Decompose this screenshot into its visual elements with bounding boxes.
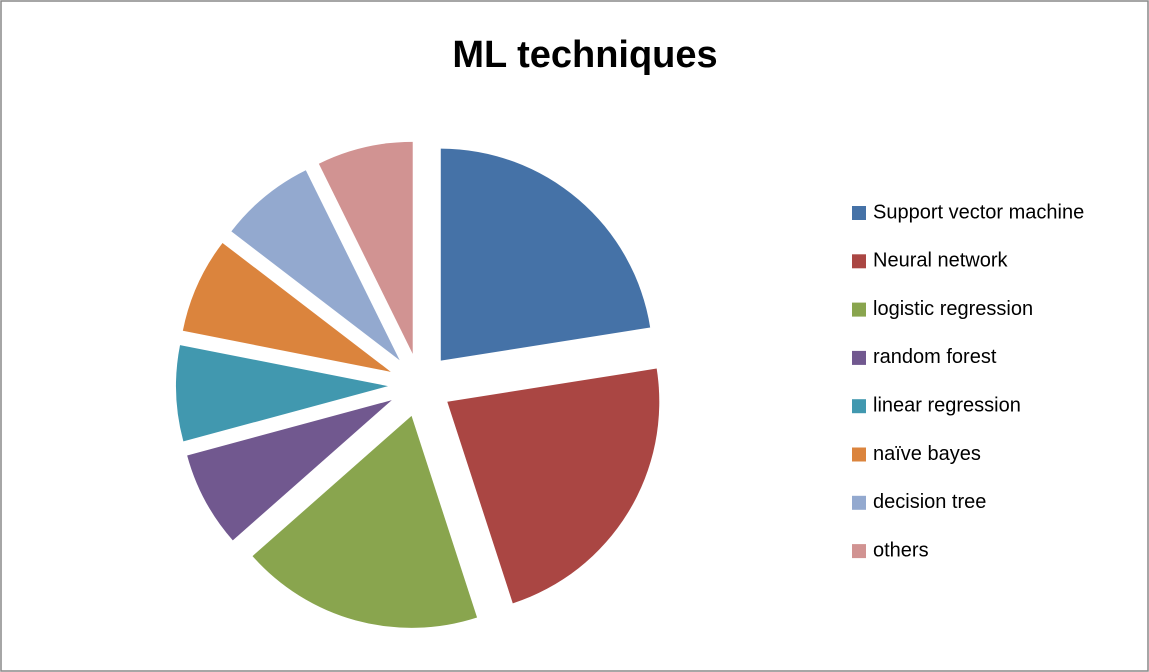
legend-label: others [873,539,929,561]
chart-title: ML techniques [452,34,717,76]
legend-swatch [852,254,866,269]
pie-slice [187,400,392,541]
legend-label: linear regression [873,394,1021,416]
legend-swatch [852,399,866,414]
legend-swatch [852,495,866,510]
pie-slice [231,170,400,361]
legend-swatch [852,302,866,317]
legend-label: random forest [873,346,997,368]
pie-slice [447,368,660,604]
legend-swatch [852,447,866,462]
legend-swatch [852,350,866,365]
legend-label: Neural network [873,250,1009,272]
legend-label: Support vector machine [873,201,1084,223]
pie-slice [318,141,413,354]
legend-label: logistic regression [873,298,1033,320]
pie-slice [440,148,651,361]
legend-label: decision tree [873,491,986,513]
pie-slice [182,242,391,372]
legend-label: naïve bayes [873,443,981,465]
pie-slice [252,415,478,628]
legend-swatch [852,206,866,220]
legend-swatch [852,544,866,559]
pie-slice [176,345,389,442]
